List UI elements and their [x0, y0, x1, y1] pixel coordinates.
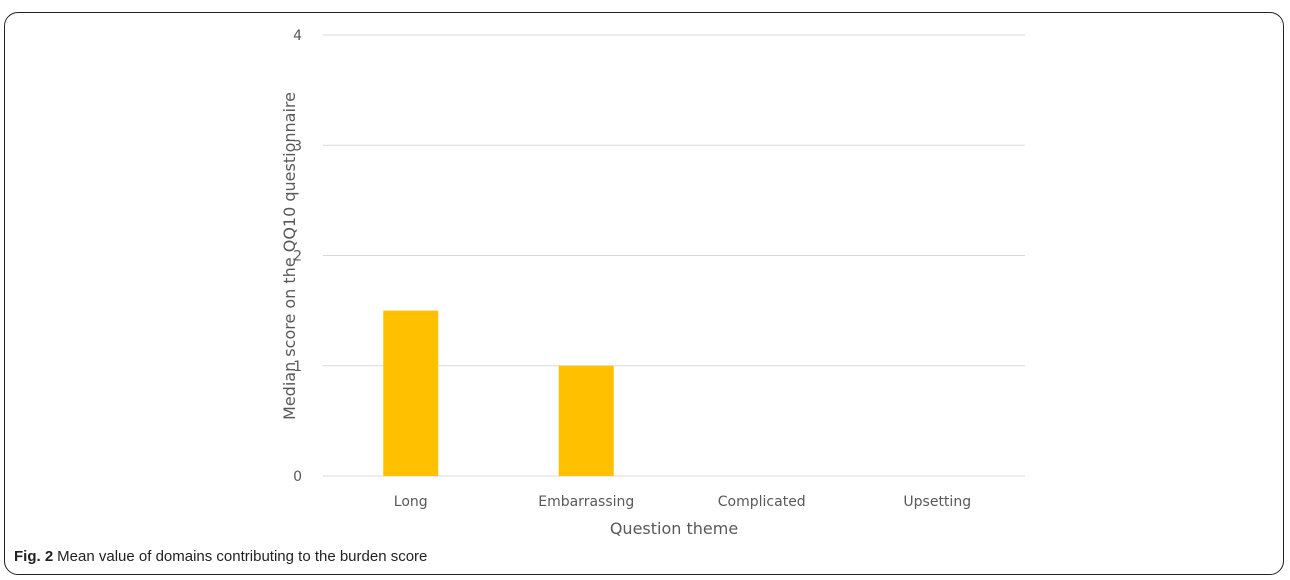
gridlines [323, 34, 1025, 477]
figure-frame [4, 12, 1284, 575]
bar-long [383, 310, 439, 476]
x-axis-ticks: Long Embarrassing Complicated Upsetting [394, 494, 971, 510]
bars [383, 310, 614, 476]
x-axis-title: Question theme [610, 519, 738, 538]
y-tick-label: 1 [293, 359, 302, 375]
x-tick-label: Long [394, 494, 428, 510]
x-tick-label: Embarrassing [538, 494, 634, 510]
bar-embarrassing [558, 365, 614, 476]
y-axis-title: Median score on the QQ10 questionnaire [280, 92, 299, 420]
figure-caption: Fig. 2 Mean value of domains contributing… [14, 548, 427, 565]
x-tick-label: Complicated [718, 494, 806, 510]
y-tick-label: 0 [293, 469, 302, 485]
y-tick-label: 4 [293, 28, 302, 44]
x-tick-label: Upsetting [903, 494, 971, 510]
figure-label: Fig. 2 [14, 548, 54, 565]
figure-caption-text: Mean value of domains contributing to th… [57, 548, 428, 565]
y-tick-label: 3 [293, 138, 302, 154]
y-axis-ticks: 0 1 2 3 4 [293, 28, 302, 485]
y-tick-label: 2 [293, 249, 302, 265]
